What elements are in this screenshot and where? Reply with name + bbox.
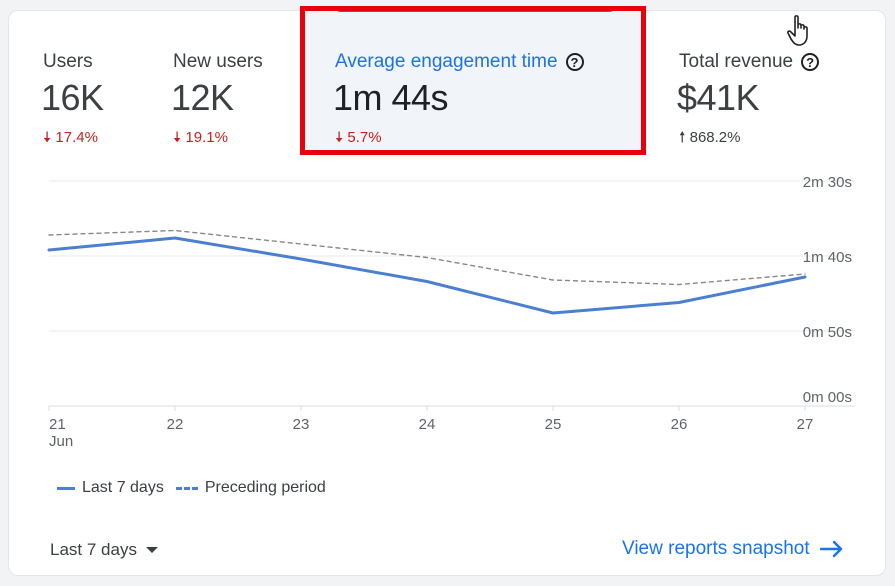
x-tick-label: 21 <box>49 416 66 433</box>
y-tick-label: 0m 50s <box>803 324 852 341</box>
metric-users-value: 16K <box>41 77 104 118</box>
legend-preceding-period: Preceding period <box>204 479 326 496</box>
y-tick-label: 2m 30s <box>803 174 852 191</box>
question-circle-icon[interactable]: ? <box>565 53 584 71</box>
analytics-card: Users 16K 🠧 17.4% New users 12K 🠧 19.1% … <box>8 7 886 576</box>
metric-users-delta-value: 17.4% <box>55 129 98 146</box>
metric-total-revenue-delta: 🠕 868.2% <box>679 127 740 152</box>
metric-total-revenue-delta-value: 868.2% <box>689 129 741 146</box>
arrow-down-icon: 🠧 <box>173 129 182 146</box>
arrow-down-icon: 🠧 <box>335 129 344 146</box>
y-tick-label: 0m 00s <box>803 389 852 406</box>
caret-down-icon <box>145 547 158 553</box>
x-tick-label: 27 <box>797 416 814 433</box>
view-reports-snapshot-label: View reports snapshot <box>622 538 810 559</box>
series-line-preceding-period <box>48 229 806 286</box>
date-range-dropdown[interactable]: Last 7 days <box>50 540 158 560</box>
metric-avg-engagement-delta-value: 5.7% <box>347 129 382 146</box>
date-range-label: Last 7 days <box>50 540 137 559</box>
arrow-right-icon <box>819 540 842 558</box>
metric-new-users-label: New users <box>173 51 263 72</box>
legend-last-7-days: Last 7 days <box>82 479 164 496</box>
legend-solid-swatch <box>57 486 75 490</box>
x-tick-sublabel: Jun <box>49 433 73 450</box>
metric-avg-engagement-label: Average engagement time? <box>335 51 584 73</box>
arrow-down-icon: 🠧 <box>43 129 52 146</box>
metric-avg-engagement-value: 1m 44s <box>333 77 449 118</box>
chart-legend: Last 7 days Preceding period <box>57 479 326 497</box>
y-tick-label: 1m 40s <box>803 249 852 266</box>
hand-pointer-icon <box>787 15 808 46</box>
metric-total-revenue-label: Total revenue? <box>679 51 820 73</box>
metric-users-delta: 🠧 17.4% <box>43 127 98 152</box>
metric-total-revenue-value: $41K <box>677 77 760 118</box>
legend-dashed-swatch <box>175 486 198 490</box>
metric-new-users-delta-value: 19.1% <box>185 129 228 146</box>
x-tick-label: 26 <box>671 416 688 433</box>
view-reports-snapshot-link[interactable]: View reports snapshot <box>622 538 844 560</box>
metric-total-revenue-label-text: Total revenue <box>679 51 794 72</box>
metric-users-label: Users <box>43 51 93 72</box>
metric-new-users[interactable]: New users 12K 🠧 19.1% <box>171 11 313 161</box>
x-tick-label: 22 <box>167 416 184 433</box>
metric-total-revenue[interactable]: Total revenue? $41K 🠕 868.2% <box>677 11 879 161</box>
x-tick-label: 23 <box>293 416 310 433</box>
x-tick-label: 24 <box>419 416 436 433</box>
engagement-line-chart: 2m 30s 1m 40s 0m 50s 0m 00s 21 22 23 24 25 26 27 Ju… <box>47 174 855 450</box>
metric-avg-engagement-label-text: Average engagement time <box>335 51 558 72</box>
arrow-up-icon: 🠕 <box>679 129 686 146</box>
metric-new-users-delta: 🠧 19.1% <box>173 127 228 152</box>
metric-users[interactable]: Users 16K 🠧 17.4% <box>41 11 163 161</box>
x-tick-label: 25 <box>545 416 562 433</box>
metric-avg-engagement-delta: 🠧 5.7% <box>335 127 382 152</box>
question-circle-icon[interactable]: ? <box>801 53 820 71</box>
metric-new-users-value: 12K <box>171 77 234 118</box>
series-line-last-7-days <box>47 236 807 315</box>
